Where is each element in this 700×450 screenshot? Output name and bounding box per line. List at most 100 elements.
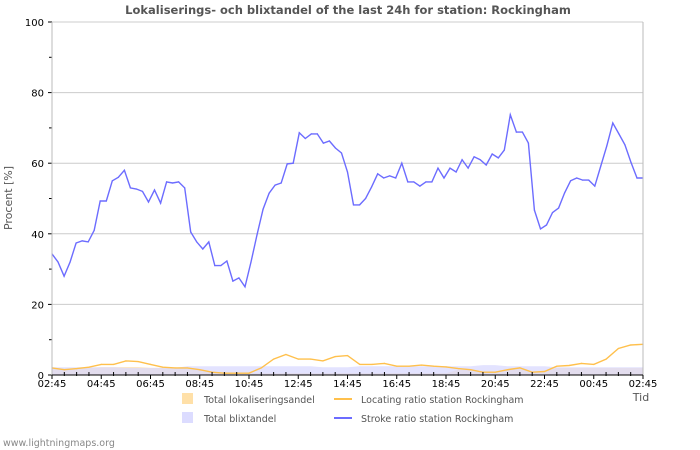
- point-stroke-ratio-station-rockingham: [178, 181, 180, 183]
- point-stroke-ratio-station-rockingham: [262, 208, 264, 210]
- point-stroke-ratio-station-rockingham: [57, 261, 59, 263]
- point-locating-ratio-station-rockingham: [519, 367, 521, 369]
- legend-swatch-total-lokalisering: [182, 393, 193, 404]
- point-stroke-ratio-station-rockingham: [63, 275, 65, 277]
- point-stroke-ratio-station-rockingham: [69, 261, 71, 263]
- point-stroke-ratio-station-rockingham: [479, 159, 481, 161]
- point-stroke-ratio-station-rockingham: [576, 177, 578, 179]
- point-locating-ratio-station-rockingham: [174, 367, 176, 369]
- point-stroke-ratio-station-rockingham: [352, 204, 355, 206]
- point-stroke-ratio-station-rockingham: [636, 177, 638, 179]
- point-locating-ratio-station-rockingham: [285, 353, 287, 356]
- point-stroke-ratio-station-rockingham: [93, 229, 95, 231]
- legend-label: Locating ratio station Rockingham: [361, 395, 524, 406]
- point-locating-ratio-station-rockingham: [186, 367, 189, 369]
- point-stroke-ratio-station-rockingham: [105, 200, 107, 202]
- point-locating-ratio-station-rockingham: [309, 358, 312, 360]
- point-stroke-ratio-station-rockingham: [75, 242, 77, 244]
- point-stroke-ratio-station-rockingham: [473, 156, 475, 158]
- point-locating-ratio-station-rockingham: [543, 370, 546, 373]
- point-stroke-ratio-station-rockingham: [515, 131, 517, 133]
- point-stroke-ratio-station-rockingham: [395, 177, 397, 179]
- point-locating-ratio-station-rockingham: [125, 360, 127, 362]
- x-tick-label: 08:45: [185, 379, 214, 390]
- point-locating-ratio-station-rockingham: [494, 371, 496, 373]
- x-tick-label: 16:45: [382, 379, 411, 390]
- x-tick-label: 18:45: [432, 379, 461, 390]
- point-stroke-ratio-station-rockingham: [340, 152, 343, 154]
- legend: Total lokaliseringsandel Locating ratio …: [182, 393, 524, 425]
- point-stroke-ratio-station-rockingham: [159, 202, 162, 204]
- point-stroke-ratio-station-rockingham: [467, 167, 469, 169]
- y-tick-label: 20: [31, 300, 44, 311]
- point-stroke-ratio-station-rockingham: [250, 261, 252, 263]
- point-stroke-ratio-station-rockingham: [455, 171, 457, 173]
- point-stroke-ratio-station-rockingham: [334, 147, 337, 149]
- point-stroke-ratio-station-rockingham: [111, 180, 113, 182]
- point-stroke-ratio-station-rockingham: [377, 173, 379, 175]
- point-locating-ratio-station-rockingham: [420, 364, 422, 366]
- point-stroke-ratio-station-rockingham: [292, 162, 294, 164]
- point-stroke-ratio-station-rockingham: [461, 159, 463, 161]
- point-locating-ratio-station-rockingham: [580, 362, 583, 364]
- point-stroke-ratio-station-rockingham: [81, 240, 83, 242]
- point-stroke-ratio-station-rockingham: [280, 182, 282, 184]
- footer-site-link[interactable]: www.lightningmaps.org: [3, 438, 115, 449]
- point-stroke-ratio-station-rockingham: [485, 164, 487, 166]
- point-stroke-ratio-station-rockingham: [521, 131, 523, 133]
- point-locating-ratio-station-rockingham: [457, 368, 459, 370]
- point-stroke-ratio-station-rockingham: [165, 181, 168, 183]
- point-stroke-ratio-station-rockingham: [389, 175, 391, 177]
- point-stroke-ratio-station-rockingham: [539, 228, 542, 230]
- x-tick-label: 06:45: [136, 379, 165, 390]
- point-locating-ratio-station-rockingham: [248, 372, 250, 374]
- point-stroke-ratio-station-rockingham: [135, 188, 138, 190]
- point-locating-ratio-station-rockingham: [556, 365, 558, 367]
- point-stroke-ratio-station-rockingham: [232, 280, 234, 282]
- x-tick-label: 22:45: [530, 379, 559, 390]
- point-locating-ratio-station-rockingham: [273, 358, 275, 360]
- point-locating-ratio-station-rockingham: [568, 364, 570, 367]
- point-stroke-ratio-station-rockingham: [588, 179, 590, 181]
- point-stroke-ratio-station-rockingham: [624, 144, 626, 146]
- point-stroke-ratio-station-rockingham: [582, 179, 584, 181]
- point-locating-ratio-station-rockingham: [593, 363, 595, 366]
- point-locating-ratio-station-rockingham: [100, 363, 102, 366]
- point-locating-ratio-station-rockingham: [76, 368, 78, 370]
- point-stroke-ratio-station-rockingham: [630, 161, 632, 163]
- point-stroke-ratio-station-rockingham: [364, 197, 367, 200]
- point-stroke-ratio-station-rockingham: [298, 132, 300, 134]
- point-locating-ratio-station-rockingham: [396, 365, 398, 367]
- point-stroke-ratio-station-rockingham: [383, 177, 385, 179]
- point-stroke-ratio-station-rockingham: [184, 187, 186, 189]
- point-stroke-ratio-station-rockingham: [190, 231, 192, 233]
- point-locating-ratio-station-rockingham: [346, 354, 349, 357]
- point-stroke-ratio-station-rockingham: [419, 185, 421, 187]
- point-locating-ratio-station-rockingham: [162, 366, 164, 368]
- point-locating-ratio-station-rockingham: [506, 369, 509, 371]
- x-tick-label: 02:45: [629, 379, 658, 390]
- point-stroke-ratio-station-rockingham: [533, 209, 536, 211]
- point-locating-ratio-station-rockingham: [630, 344, 632, 346]
- point-locating-ratio-station-rockingham: [445, 366, 447, 368]
- point-stroke-ratio-station-rockingham: [238, 277, 240, 279]
- point-stroke-ratio-station-rockingham: [437, 167, 439, 169]
- point-stroke-ratio-station-rockingham: [443, 177, 445, 179]
- x-axis-label: Tid: [632, 391, 649, 404]
- point-locating-ratio-station-rockingham: [617, 347, 619, 350]
- point-stroke-ratio-station-rockingham: [256, 234, 258, 236]
- point-stroke-ratio-station-rockingham: [153, 189, 156, 191]
- point-locating-ratio-station-rockingham: [88, 366, 90, 368]
- point-locating-ratio-station-rockingham: [260, 367, 262, 369]
- point-stroke-ratio-station-rockingham: [286, 163, 288, 165]
- x-tick-label: 04:45: [87, 379, 116, 390]
- point-stroke-ratio-station-rockingham: [431, 181, 433, 183]
- y-tick-label: 40: [31, 230, 44, 241]
- point-stroke-ratio-station-rockingham: [557, 207, 560, 209]
- legend-label: Total lokaliseringsandel: [203, 395, 315, 406]
- point-stroke-ratio-station-rockingham: [123, 169, 125, 171]
- point-locating-ratio-station-rockingham: [297, 358, 299, 360]
- point-stroke-ratio-station-rockingham: [316, 133, 318, 135]
- point-locating-ratio-station-rockingham: [359, 363, 361, 366]
